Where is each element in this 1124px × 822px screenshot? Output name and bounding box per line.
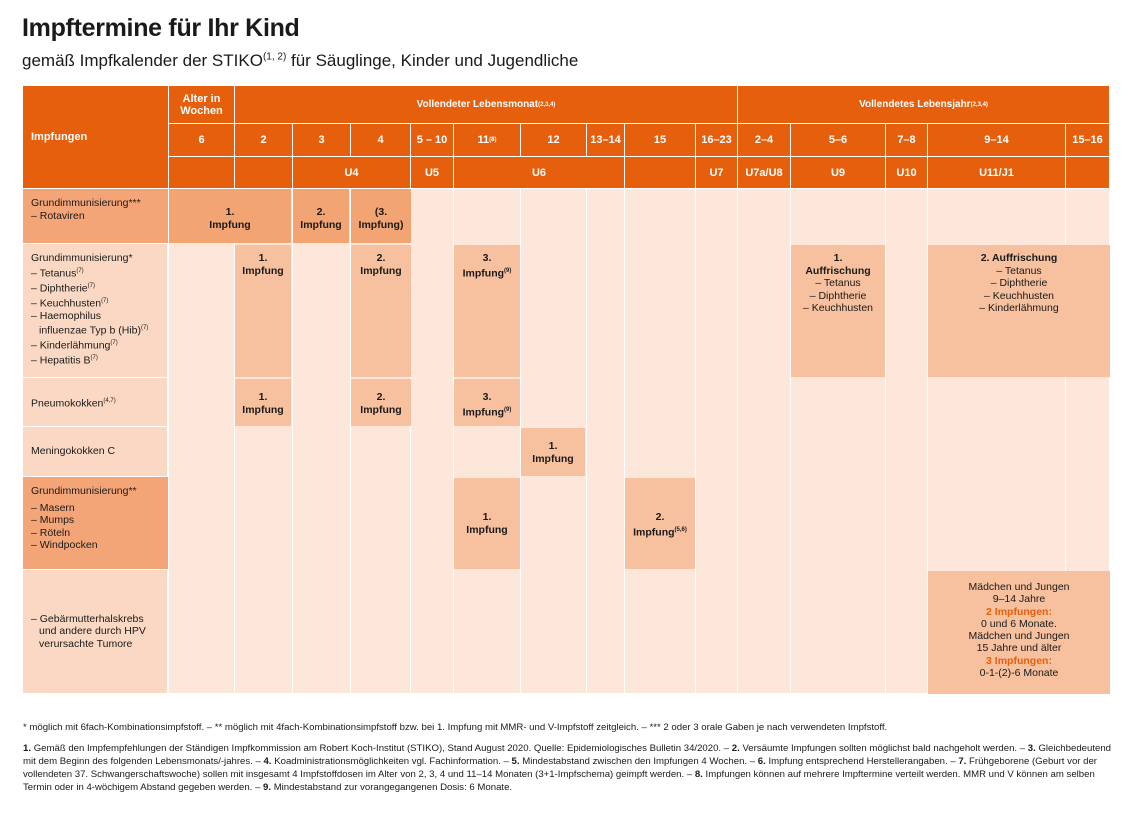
header-age-11: 5–6 bbox=[791, 124, 886, 157]
header-age-6: 12 bbox=[521, 124, 587, 157]
body-column-2 bbox=[293, 189, 351, 694]
vaccination-table: Impfungen Alter in Wochen Vollendeter Le… bbox=[23, 86, 1110, 694]
header-age-1: 2 bbox=[235, 124, 293, 157]
header-u-exam-4: U6 bbox=[454, 157, 625, 189]
header-lebensjahr: Vollendetes Lebensjahr (2,3,4) bbox=[738, 86, 1110, 124]
header-age-2: 3 bbox=[293, 124, 351, 157]
row-label-rotaviren: Grundimmunisierung*** – Rotaviren bbox=[23, 189, 169, 244]
body-column-12 bbox=[886, 189, 928, 694]
rota-impfung-1: 1. Impfung bbox=[169, 189, 291, 243]
row-label-pneumokokken: Pneumokokken(4,7) bbox=[23, 378, 169, 427]
header-lebensmonat: Vollendeter Lebensmonat (2,3,4) bbox=[235, 86, 738, 124]
header-u-exam-7: U7a/U8 bbox=[738, 157, 791, 189]
header-age-8: 15 bbox=[625, 124, 696, 157]
footnote-stars: * möglich mit 6fach-Kombinationsimpfstof… bbox=[23, 722, 888, 733]
page-title: Impftermine für Ihr Kind bbox=[22, 14, 300, 42]
mmrv-impfung-2: 2. Impfung(5,6) bbox=[625, 478, 695, 569]
header-age-0: 6 bbox=[169, 124, 235, 157]
mmrv-impfung-1: 1. Impfung bbox=[454, 478, 520, 569]
header-u-exam-2: U4 bbox=[293, 157, 411, 189]
header-u-exam-8: U9 bbox=[791, 157, 886, 189]
rota-impfung-3: (3. Impfung) bbox=[351, 189, 411, 243]
body-column-8 bbox=[625, 189, 696, 694]
header-age-4: 5 – 10 bbox=[411, 124, 454, 157]
sechsfach-impfung-1: 1. Impfung bbox=[235, 245, 291, 377]
pneumo-impfung-2: 2. Impfung bbox=[351, 379, 411, 426]
header-u-exam-6: U7 bbox=[696, 157, 738, 189]
auffrischung-1: 1. Auffrischung – Tetanus – Diphtherie – … bbox=[791, 245, 885, 377]
header-age-10: 2–4 bbox=[738, 124, 791, 157]
body-column-10 bbox=[738, 189, 791, 694]
sechsfach-impfung-2: 2. Impfung bbox=[351, 245, 411, 377]
header-age-5: 11 (8) bbox=[454, 124, 521, 157]
age-11-sup: (8) bbox=[489, 137, 497, 143]
footnotes-numbered: 1. Gemäß den Impfempfehlungen der Ständi… bbox=[23, 743, 1111, 793]
row-label-meningokokken: Meningokokken C bbox=[23, 427, 169, 477]
header-age-7: 13–14 bbox=[587, 124, 625, 157]
page-subtitle: gemäß Impfkalender der STIKO(1, 2) für S… bbox=[22, 51, 579, 70]
header-age-14: 15–16 bbox=[1066, 124, 1110, 157]
header-age-3: 4 bbox=[351, 124, 411, 157]
header-u-exam-11 bbox=[1066, 157, 1110, 189]
header-u-exam-3: U5 bbox=[411, 157, 454, 189]
header-u-exam-10: U11/J1 bbox=[928, 157, 1066, 189]
header-u-exam-5 bbox=[625, 157, 696, 189]
header-u-exam-1 bbox=[235, 157, 293, 189]
pneumo-impfung-1: 1. Impfung bbox=[235, 379, 291, 426]
hpv-schema: Mädchen und Jungen 9–14 Jahre 2 Impfunge… bbox=[928, 571, 1110, 694]
header-age-13: 9–14 bbox=[928, 124, 1066, 157]
header-alter-wochen: Alter in Wochen bbox=[169, 86, 235, 124]
row-label-mmrv: Grundimmunisierung** – Masern – Mumps – … bbox=[23, 477, 169, 570]
header-age-9: 16–23 bbox=[696, 124, 738, 157]
row-label-sechsfach: Grundimmunisierung* – Tetanus(7) – Dipht… bbox=[23, 244, 169, 378]
row-label-hpv: – Gebärmutterhalskrebs und andere durch H… bbox=[23, 570, 169, 694]
body-column-9 bbox=[696, 189, 738, 694]
body-column-7 bbox=[587, 189, 625, 694]
pneumo-impfung-3: 3. Impfung(9) bbox=[454, 379, 520, 426]
auffrischung-2: 2. Auffrischung – Tetanus – Diphtherie –… bbox=[928, 245, 1110, 377]
body-column-0 bbox=[169, 189, 235, 694]
menc-impfung-1: 1. Impfung bbox=[521, 428, 585, 476]
sechsfach-impfung-3: 3. Impfung(9) bbox=[454, 245, 520, 377]
header-impfungen: Impfungen bbox=[23, 86, 169, 189]
body-column-4 bbox=[411, 189, 454, 694]
header-u-exam-0 bbox=[169, 157, 235, 189]
header-u-exam-9: U10 bbox=[886, 157, 928, 189]
header-age-12: 7–8 bbox=[886, 124, 928, 157]
rota-impfung-2: 2. Impfung bbox=[293, 189, 349, 243]
